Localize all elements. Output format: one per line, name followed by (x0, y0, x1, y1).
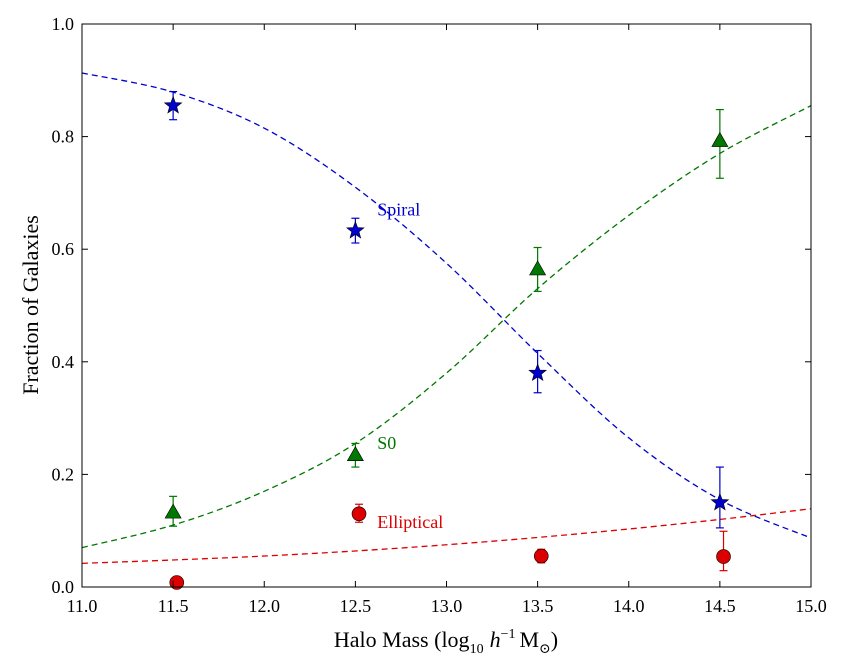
x-tick-label: 15.0 (795, 596, 827, 616)
elliptical-point (716, 549, 731, 564)
elliptical-label: Elliptical (377, 512, 443, 532)
x-axis-title-solar-symbol: ⊙ (539, 642, 551, 657)
s0-point (164, 503, 182, 519)
x-axis: 11.0 11.5 12.0 12.5 13.0 13.5 14.0 14.5 15.0 (67, 24, 827, 616)
y-tick-label: 1.0 (52, 14, 75, 34)
spiral-fit-curve (81, 72, 812, 539)
x-axis-title-subscript: 10 (470, 642, 484, 657)
x-tick-label: 11.5 (158, 596, 189, 616)
x-axis-title-main: Halo Mass (log (334, 627, 470, 652)
spiral-point (528, 363, 547, 382)
s0-fit-curve (81, 105, 812, 549)
y-axis-title: Fraction of Galaxies (18, 215, 43, 395)
y-tick-label: 0.8 (52, 127, 75, 147)
y-axis: 0.0 0.2 0.4 0.6 0.8 1.0 (52, 14, 811, 597)
x-axis-title-unit: M (519, 627, 539, 652)
elliptical-point (351, 506, 367, 522)
spiral-point (346, 220, 365, 239)
s0-point (711, 131, 729, 147)
series-annotations: Spiral S0 Elliptical (377, 199, 443, 531)
x-axis-title-h: h (490, 627, 501, 652)
y-tick-label: 0.2 (52, 464, 75, 484)
x-tick-label: 11.0 (67, 596, 98, 616)
y-tick-label: 0.6 (52, 239, 75, 259)
elliptical-point (533, 548, 549, 564)
x-tick-label: 12.0 (249, 596, 281, 616)
s0-point (529, 260, 547, 276)
fit-curves (81, 72, 812, 565)
spiral-point (163, 95, 183, 114)
spiral-label: Spiral (377, 199, 420, 219)
x-axis-title-close: ) (551, 627, 558, 652)
y-tick-label: 0.4 (52, 352, 75, 372)
x-axis-title-superscript: −1 (501, 627, 516, 642)
x-tick-label: 12.5 (340, 596, 372, 616)
elliptical-fit-curve (81, 508, 812, 565)
s0-label: S0 (377, 433, 396, 453)
spiral-point (710, 492, 730, 511)
y-tick-label: 0.0 (52, 577, 75, 597)
s0-point (346, 446, 364, 461)
data-markers (163, 95, 731, 590)
x-tick-label: 13.5 (522, 596, 554, 616)
x-tick-label: 14.0 (613, 596, 645, 616)
x-tick-label: 14.5 (704, 596, 736, 616)
x-axis-title: Halo Mass (log10 h−1 M⊙) (334, 627, 558, 657)
x-tick-label: 13.0 (431, 596, 463, 616)
